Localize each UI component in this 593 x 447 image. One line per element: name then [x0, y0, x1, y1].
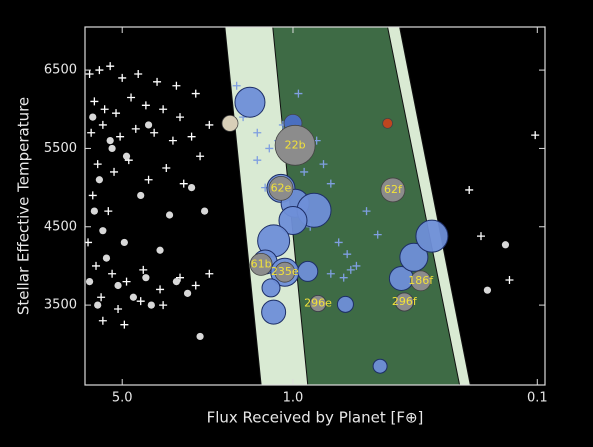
planet-label: 296f [392, 295, 418, 308]
planet-label: 186f [408, 274, 434, 287]
dot-point [89, 113, 96, 120]
y-tick-label: 6500 [44, 63, 77, 78]
chart: 22b 62e 62f 61b235e 186f 296e 296f Flux Receiv… [0, 0, 593, 443]
planet-bubble [337, 296, 353, 312]
planet-label: 296e [304, 297, 332, 310]
y-tick-label: 5500 [44, 141, 77, 156]
dot-point [96, 176, 103, 183]
dot-point [121, 239, 128, 246]
planet-bubble [373, 359, 387, 373]
x-tick-label: 0.1 [527, 391, 548, 406]
dot-point [184, 290, 191, 297]
planet-bubble [262, 279, 280, 297]
dot-point [86, 278, 93, 285]
y-axis-label: Stellar Effective Temperature [15, 97, 33, 315]
planet-label: 22b [285, 138, 306, 151]
dot-point [201, 207, 208, 214]
dot-point [91, 207, 98, 214]
planet-label: 62f [384, 183, 403, 196]
dot-point [148, 301, 155, 308]
x-tick-label: 5.0 [112, 391, 133, 406]
dot-point [173, 278, 180, 285]
planet-bubble [416, 220, 448, 252]
dot-point [156, 247, 163, 254]
planet-label: 62e [271, 181, 292, 194]
x-tick-label: 1.0 [283, 391, 304, 406]
planet-bubble [235, 87, 265, 117]
y-tick-label: 3500 [44, 298, 77, 313]
planet-image [222, 115, 238, 131]
x-axis-label: Flux Received by Planet [F⊕] [207, 409, 424, 427]
dot-point [130, 294, 137, 301]
dot-point [94, 301, 101, 308]
planet-label: 61b [251, 257, 272, 270]
dot-point [114, 282, 121, 289]
dot-point [142, 274, 149, 281]
dot-point [137, 192, 144, 199]
y-tick-label: 4500 [44, 219, 77, 234]
planet-image [383, 118, 393, 128]
dot-point [502, 241, 509, 248]
dot-point [145, 121, 152, 128]
dot-point [166, 211, 173, 218]
dot-point [99, 227, 106, 234]
dot-point [484, 287, 491, 294]
planet-bubble [262, 300, 286, 324]
dot-point [107, 137, 114, 144]
planet-bubble [298, 261, 318, 281]
dot-point [196, 333, 203, 340]
planet-label: 235e [271, 265, 299, 278]
dot-point [123, 153, 130, 160]
page: 22b 62e 62f 61b235e 186f 296e 296f Flux Receiv… [0, 0, 593, 447]
dot-point [108, 145, 115, 152]
dot-point [188, 184, 195, 191]
dot-point [103, 254, 110, 261]
